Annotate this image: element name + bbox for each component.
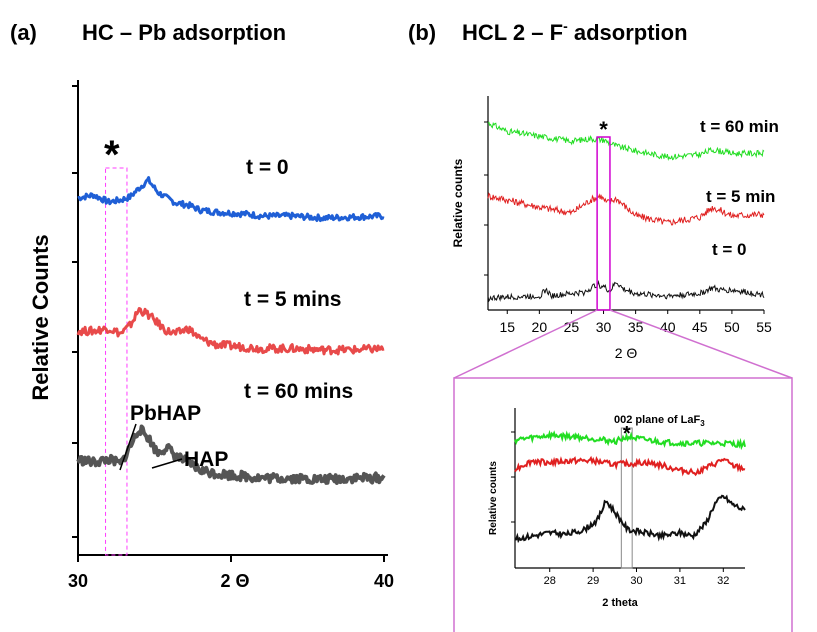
- zoom-frame: [453, 377, 793, 632]
- panel-b-title: HCL 2 – F- adsorption: [462, 18, 688, 45]
- y-axis-label: Relative counts: [488, 461, 499, 535]
- annotation-star: *: [104, 133, 120, 177]
- x-axis-label: 2 Θ: [615, 345, 638, 361]
- x-tick-label: 50: [724, 319, 740, 335]
- annotation-pbhap-arrow: [119, 423, 137, 471]
- panel-a-letter: (a): [10, 20, 37, 45]
- series-line-3: [514, 494, 746, 544]
- x-tick-label: 40: [660, 319, 676, 335]
- x-tick-label: 20: [532, 319, 548, 335]
- panel-a-title: HC – Pb adsorption: [82, 20, 286, 45]
- panel-b-title-sup: -: [563, 18, 568, 34]
- zoom-line-right: [609, 309, 793, 379]
- series-label-1: t = 60 min: [700, 117, 779, 136]
- y-axis-label: Relative Counts: [28, 234, 53, 400]
- series-line-2: [487, 192, 765, 226]
- annotation-hap: HAP: [184, 448, 228, 471]
- annotation-pbhap: PbHAP: [130, 402, 201, 425]
- x-tick-label: 30: [630, 575, 642, 587]
- series-label-2: t = 5 min: [706, 187, 775, 206]
- panel-b-main-plot: 15 20 25 30 35 40 45 50 55 2 Θ Relative counts t = …: [451, 96, 779, 361]
- x-tick-label: 28: [544, 575, 556, 587]
- x-tick-label: 15: [499, 319, 515, 335]
- series-label-1: t = 0: [246, 156, 289, 179]
- inset-title: 002 plane of LaF3: [614, 414, 705, 428]
- panel-b: (b) HCL 2 – F- adsorption 15 20 25 30 35 40 45…: [408, 18, 793, 632]
- panel-a: (a) HC – Pb adsorption 30 40 2 Θ Relative C…: [10, 20, 394, 591]
- series-line-1: [514, 429, 746, 451]
- highlight-box: [620, 427, 633, 569]
- inset-title-main: 002 plane of LaF: [614, 414, 700, 426]
- highlight-box: [596, 136, 611, 311]
- x-tick-label: 45: [692, 319, 708, 335]
- series-line-2: [514, 455, 746, 477]
- highlight-box: [105, 167, 128, 556]
- x-tick-label: 32: [717, 575, 729, 587]
- x-axis-label: 2 theta: [602, 597, 638, 609]
- x-tick-label: 30: [596, 319, 612, 335]
- panel-b-title-main: HCL 2 – F: [462, 20, 563, 45]
- panel-a-plot: 30 40 2 Θ Relative Counts t = 0 t = 5 mins t =…: [28, 80, 394, 591]
- x-tick-label: 55: [756, 319, 772, 335]
- inset-zoom-frame: [453, 309, 793, 632]
- annotation-hap-arrow: [151, 458, 183, 469]
- series-line-2: [76, 307, 385, 356]
- series-label-2: t = 5 mins: [244, 288, 341, 311]
- panel-b-letter: (b): [408, 20, 436, 45]
- inset-title-sub: 3: [700, 419, 705, 428]
- x-tick-label: 31: [674, 575, 686, 587]
- series-label-3: t = 60 mins: [244, 380, 353, 403]
- series-line-1: [487, 121, 765, 162]
- series-label-3: t = 0: [712, 240, 747, 259]
- x-tick-label: 35: [628, 319, 644, 335]
- annotation-star: *: [599, 117, 608, 142]
- x-axis-label: 2 Θ: [220, 571, 249, 591]
- panel-b-title-tail: adsorption: [568, 20, 688, 45]
- x-tick-label: 30: [68, 571, 88, 591]
- panel-b-inset-plot: 28 29 30 31 32 2 theta Relative counts 002 plan…: [488, 408, 746, 609]
- series-line-3: [487, 279, 765, 303]
- x-tick-label: 29: [587, 575, 599, 587]
- zoom-line-left: [453, 309, 598, 379]
- x-tick-label: 25: [564, 319, 580, 335]
- y-axis-label: Relative counts: [451, 158, 465, 247]
- series-line-3: [76, 424, 386, 485]
- x-tick-label: 40: [374, 571, 394, 591]
- series-line-1: [77, 176, 385, 223]
